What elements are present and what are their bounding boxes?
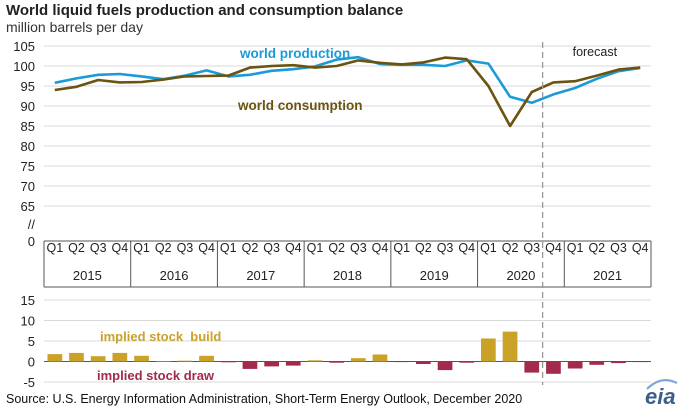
x-quarter-label: Q3 bbox=[350, 241, 367, 255]
x-year-label: 2016 bbox=[160, 268, 189, 283]
x-quarter-label: Q3 bbox=[177, 241, 194, 255]
x-quarter-label: Q2 bbox=[328, 241, 345, 255]
x-quarter-label: Q1 bbox=[567, 241, 584, 255]
stock-change-bar bbox=[351, 358, 366, 362]
top-y-tick-label: 70 bbox=[21, 179, 35, 194]
x-year-label: 2021 bbox=[593, 268, 622, 283]
stock-build-label: implied stock build bbox=[100, 329, 221, 344]
x-axis: Q1 Q2 Q3 Q4 Q1 Q2 Q3 Q4 Q1 Q2 Q3 Q4 Q1 Q2 Q3 Q4 Q1 Q2 Q3 Q4… bbox=[43, 241, 652, 288]
stock-change-bar bbox=[155, 361, 171, 362]
top-y-tick-label: 95 bbox=[21, 79, 35, 94]
stock-change-bar bbox=[567, 361, 583, 369]
production-line bbox=[54, 55, 641, 105]
top-y-tick-label: 0 bbox=[28, 234, 35, 249]
x-year-label: 2018 bbox=[333, 268, 362, 283]
x-quarter-label: Q3 bbox=[263, 241, 280, 255]
x-quarter-label: Q4 bbox=[372, 241, 389, 255]
x-year-label: 2015 bbox=[73, 268, 102, 283]
chart-title: World liquid fuels production and consum… bbox=[6, 2, 404, 19]
x-quarter-label: Q2 bbox=[242, 241, 259, 255]
x-quarter-label: Q4 bbox=[285, 241, 302, 255]
top-y-tick-label: // bbox=[28, 217, 36, 232]
stock-change-bar bbox=[372, 354, 388, 362]
bottom-y-tick-label: -5 bbox=[23, 375, 35, 390]
stock-change-bar bbox=[394, 361, 409, 363]
x-quarter-label: Q1 bbox=[393, 241, 410, 255]
stock-change-bar bbox=[416, 361, 431, 364]
x-quarter-label: Q4 bbox=[545, 241, 562, 255]
stock-change-bar bbox=[285, 361, 301, 366]
x-quarter-label: Q1 bbox=[133, 241, 150, 255]
stock-change-bar bbox=[264, 361, 279, 367]
consumption-series-label: world consumption bbox=[237, 98, 363, 113]
stock-change-bar bbox=[589, 361, 605, 365]
x-quarter-label: Q2 bbox=[155, 241, 172, 255]
bottom-y-tick-label: 5 bbox=[28, 334, 35, 349]
top-y-tick-label: 75 bbox=[21, 159, 35, 174]
stock-change-bar bbox=[524, 361, 540, 373]
stock-change-bar bbox=[502, 331, 518, 362]
stock-change-bar bbox=[329, 361, 344, 363]
top-y-tick-label: 80 bbox=[21, 139, 35, 154]
series-lines bbox=[54, 55, 641, 128]
x-quarter-label: Q3 bbox=[523, 241, 540, 255]
bottom-y-tick-label: 10 bbox=[21, 314, 35, 329]
stock-change-bar bbox=[481, 338, 496, 362]
stock-change-bar bbox=[242, 361, 258, 369]
stock-change-bar bbox=[307, 360, 323, 362]
stock-change-bar bbox=[177, 360, 193, 362]
source-note: Source: U.S. Energy Information Administ… bbox=[6, 392, 523, 406]
top-y-tick-label: 100 bbox=[13, 59, 35, 74]
x-quarter-label: Q3 bbox=[90, 241, 107, 255]
x-quarter-label: Q2 bbox=[68, 241, 85, 255]
x-quarter-label: Q3 bbox=[610, 241, 627, 255]
stock-change-bar bbox=[90, 356, 106, 362]
x-quarter-label: Q4 bbox=[112, 241, 129, 255]
top-y-tick-label: 105 bbox=[13, 39, 35, 54]
stock-draw-label: implied stock draw bbox=[97, 368, 215, 383]
production-series-label: world production bbox=[239, 46, 350, 61]
x-year-label: 2020 bbox=[506, 268, 535, 283]
bottom-y-tick-label: 0 bbox=[28, 355, 35, 370]
stock-change-bar bbox=[112, 352, 128, 362]
top-gridlines bbox=[44, 45, 651, 242]
stock-change-bar bbox=[69, 352, 84, 362]
x-quarter-label: Q1 bbox=[480, 241, 497, 255]
x-quarter-label: Q2 bbox=[502, 241, 519, 255]
x-quarter-label: Q4 bbox=[198, 241, 215, 255]
eia-logo: eia bbox=[645, 378, 678, 407]
x-quarter-label: Q1 bbox=[220, 241, 237, 255]
stock-change-bar bbox=[134, 355, 149, 362]
stock-change-bar bbox=[220, 361, 236, 363]
x-quarter-label: Q2 bbox=[588, 241, 605, 255]
stock-change-bar bbox=[459, 361, 475, 363]
top-y-axis-ticks: 105 100 95 90 85 80 75 70 65 // 0 bbox=[13, 39, 35, 249]
x-year-label: 2019 bbox=[420, 268, 449, 283]
forecast-label: forecast bbox=[573, 45, 618, 59]
stock-change-bar bbox=[199, 355, 214, 362]
stock-change-bar bbox=[47, 354, 63, 362]
stock-change-bars bbox=[47, 331, 648, 374]
x-year-label: 2017 bbox=[246, 268, 275, 283]
stock-change-bar bbox=[611, 361, 626, 364]
x-quarter-label: Q1 bbox=[46, 241, 63, 255]
stock-change-bar bbox=[546, 361, 561, 374]
bottom-y-axis-ticks: 15 10 5 0 -5 bbox=[21, 293, 35, 390]
x-quarter-label: Q2 bbox=[415, 241, 432, 255]
top-y-tick-label: 65 bbox=[21, 199, 35, 214]
consumption-line bbox=[54, 56, 641, 128]
eia-logo-text: eia bbox=[645, 384, 676, 407]
x-quarter-label: Q1 bbox=[307, 241, 324, 255]
chart-subtitle: million barrels per day bbox=[6, 19, 143, 35]
top-y-tick-label: 85 bbox=[21, 119, 35, 134]
x-quarter-label: Q4 bbox=[458, 241, 475, 255]
bottom-y-tick-label: 15 bbox=[21, 293, 35, 308]
x-quarter-label: Q4 bbox=[632, 241, 649, 255]
x-quarter-label: Q3 bbox=[437, 241, 454, 255]
stock-change-bar bbox=[437, 361, 453, 371]
top-y-tick-label: 90 bbox=[21, 99, 35, 114]
stock-change-bar bbox=[632, 361, 648, 363]
